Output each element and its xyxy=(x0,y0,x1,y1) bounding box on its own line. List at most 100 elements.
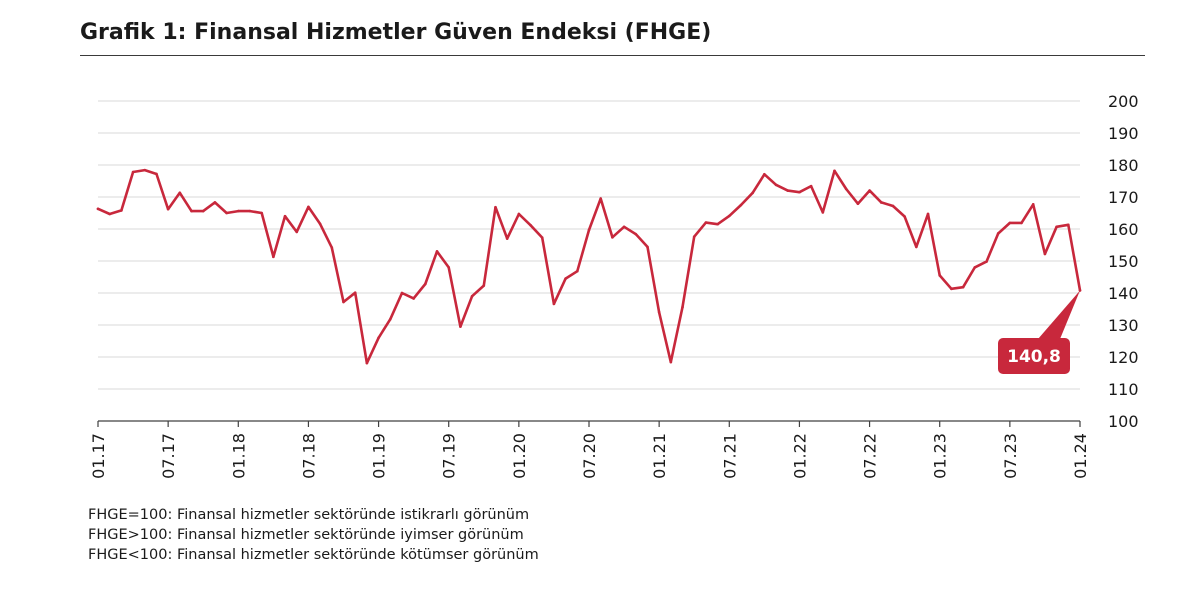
data-point xyxy=(166,207,170,211)
data-point xyxy=(435,250,439,253)
data-point xyxy=(786,189,790,192)
footnotes: FHGE=100: Finansal hizmetler sektöründe … xyxy=(88,505,539,565)
data-point xyxy=(295,230,299,234)
x-tick-label-12: 01.23 xyxy=(931,433,950,479)
y-tick-label-180: 180 xyxy=(1108,156,1139,175)
data-point xyxy=(1008,221,1012,225)
data-point xyxy=(774,183,778,187)
series-layer xyxy=(96,168,1082,365)
data-point xyxy=(365,361,369,365)
data-point xyxy=(248,209,252,213)
data-point xyxy=(236,209,240,213)
data-point xyxy=(552,302,556,306)
data-point xyxy=(120,209,123,212)
data-point xyxy=(681,305,684,309)
x-tick-label-2: 01.18 xyxy=(229,433,248,479)
data-point xyxy=(342,300,345,304)
data-point xyxy=(388,317,392,321)
x-tick-label-7: 07.20 xyxy=(580,433,599,479)
data-point xyxy=(517,212,521,216)
x-tick-label-10: 01.22 xyxy=(790,433,809,479)
data-point xyxy=(739,203,743,207)
data-point xyxy=(424,282,427,286)
data-point xyxy=(973,266,977,269)
x-tick-label-9: 07.21 xyxy=(720,433,739,479)
y-tick-label-160: 160 xyxy=(1108,220,1139,239)
y-axis-tick-labels: 100 110 120 130 140 150 160 170 180 190 200 xyxy=(1108,92,1139,431)
data-point xyxy=(950,287,953,291)
y-tick-label-140: 140 xyxy=(1108,284,1139,303)
data-point xyxy=(143,168,147,172)
data-point xyxy=(131,170,135,174)
y-tick-label-170: 170 xyxy=(1108,188,1139,207)
series-line xyxy=(96,168,1082,365)
data-point xyxy=(1055,225,1058,229)
callout-label: 140,8 xyxy=(1007,347,1061,367)
footnote-pessimistic: FHGE<100: Finansal hizmetler sektöründe … xyxy=(88,547,539,563)
data-point xyxy=(260,211,263,215)
x-tick-label-13: 07.23 xyxy=(1001,433,1020,479)
x-axis xyxy=(97,420,1081,427)
data-point xyxy=(844,187,848,191)
data-point xyxy=(996,232,1000,235)
data-point xyxy=(353,291,357,294)
data-point xyxy=(634,232,638,236)
data-point xyxy=(622,225,626,229)
x-axis-tick-labels: 01.17 07.17 01.18 07.18 01.19 07.19 01.20 07.20… xyxy=(89,433,1090,479)
data-point xyxy=(400,291,404,295)
data-point xyxy=(1067,223,1070,227)
data-point xyxy=(377,336,380,340)
data-point xyxy=(646,245,649,249)
data-point xyxy=(201,209,205,213)
data-point xyxy=(751,191,754,195)
data-point xyxy=(576,269,579,273)
data-point xyxy=(915,245,918,249)
data-point xyxy=(1043,252,1047,256)
y-tick-label-110: 110 xyxy=(1108,380,1139,399)
data-point xyxy=(190,209,193,213)
data-point xyxy=(891,204,895,208)
footnote-optimistic: FHGE>100: Finansal hizmetler sektöründe … xyxy=(88,527,524,543)
data-point xyxy=(318,222,322,226)
data-point xyxy=(330,246,334,249)
data-point xyxy=(763,172,766,176)
data-point xyxy=(447,266,451,269)
data-point xyxy=(155,172,158,176)
data-point xyxy=(213,201,217,204)
data-point xyxy=(108,212,111,216)
data-point xyxy=(1031,203,1035,206)
data-point xyxy=(856,202,860,206)
data-point xyxy=(599,197,602,200)
x-tick-label-8: 01.21 xyxy=(650,433,669,479)
data-point xyxy=(494,205,497,209)
data-point xyxy=(961,285,965,289)
chart-title: Grafik 1: Finansal Hizmetler Güven Endek… xyxy=(80,20,712,45)
data-point xyxy=(283,214,287,218)
data-point xyxy=(1020,221,1023,225)
y-tick-label-130: 130 xyxy=(1108,316,1139,335)
x-tick-label-6: 01.20 xyxy=(510,433,529,479)
data-point xyxy=(798,190,801,194)
x-tick-label-5: 07.19 xyxy=(440,433,459,479)
y-tick-label-120: 120 xyxy=(1108,348,1139,367)
value-callout: 140,8 xyxy=(998,290,1080,374)
x-tick-label-11: 07.22 xyxy=(861,433,880,479)
data-point xyxy=(821,211,825,214)
data-point xyxy=(96,207,100,211)
data-point xyxy=(903,215,906,218)
x-tick-label-3: 07.18 xyxy=(299,433,318,479)
data-point xyxy=(272,255,275,259)
data-point xyxy=(470,294,474,298)
footnote-stable: FHGE=100: Finansal hizmetler sektöründe … xyxy=(88,507,530,523)
data-point xyxy=(868,189,871,192)
x-tick-label-4: 01.19 xyxy=(370,433,389,479)
y-tick-label-100: 100 xyxy=(1108,412,1139,431)
callout-pointer xyxy=(1038,290,1080,339)
y-tick-label-190: 190 xyxy=(1108,124,1139,143)
data-point xyxy=(412,297,415,300)
y-tick-label-150: 150 xyxy=(1108,252,1139,271)
data-point xyxy=(704,221,708,224)
data-point xyxy=(529,223,532,227)
title-divider xyxy=(80,55,1145,56)
data-point xyxy=(611,236,614,239)
